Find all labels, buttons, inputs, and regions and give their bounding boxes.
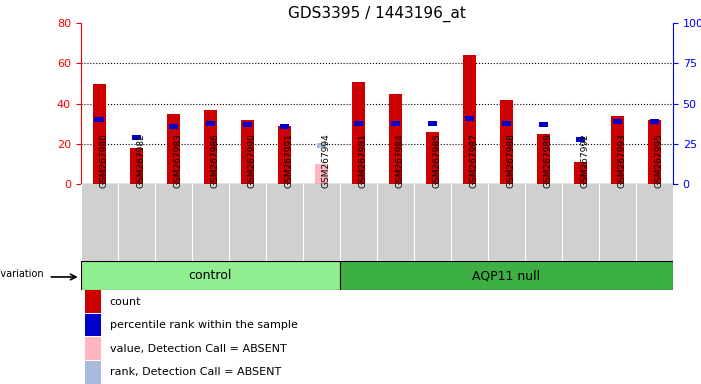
Bar	[85, 338, 102, 360]
Bar	[240, 120, 254, 184]
Bar	[574, 162, 587, 184]
Bar	[167, 114, 179, 184]
Bar	[315, 164, 328, 184]
Bar	[500, 100, 513, 184]
Bar	[81, 261, 340, 290]
Text: GSM267989: GSM267989	[543, 133, 552, 188]
Bar	[168, 124, 178, 129]
Text: AQP11 null: AQP11 null	[472, 269, 540, 282]
Bar	[463, 55, 476, 184]
Bar	[352, 81, 365, 184]
Bar	[353, 121, 363, 126]
Text: GSM267995: GSM267995	[655, 133, 663, 188]
Bar	[205, 121, 215, 126]
Bar	[648, 120, 661, 184]
Text: GSM267992: GSM267992	[580, 133, 590, 188]
Bar	[278, 126, 291, 184]
Text: genotype/variation: genotype/variation	[0, 269, 44, 279]
Bar	[132, 135, 141, 140]
Bar	[85, 314, 102, 336]
Bar	[576, 137, 585, 142]
Bar	[539, 122, 548, 127]
Text: GSM267993: GSM267993	[618, 133, 627, 188]
Bar	[650, 119, 659, 124]
Text: GSM267980: GSM267980	[99, 133, 108, 188]
Text: GSM267991: GSM267991	[284, 133, 293, 188]
Bar	[243, 122, 252, 127]
Bar	[340, 261, 673, 290]
Text: control: control	[189, 269, 232, 282]
Text: GSM267981: GSM267981	[358, 133, 367, 188]
Bar	[613, 119, 622, 124]
Bar	[204, 110, 217, 184]
Bar	[130, 148, 142, 184]
Text: GSM267986: GSM267986	[210, 133, 219, 188]
Text: count: count	[109, 297, 141, 307]
Bar	[85, 290, 102, 313]
Bar	[93, 84, 106, 184]
Text: GSM267987: GSM267987	[470, 133, 478, 188]
Bar	[390, 121, 400, 126]
Text: GSM267988: GSM267988	[506, 133, 515, 188]
Text: percentile rank within the sample: percentile rank within the sample	[109, 320, 297, 330]
Bar	[95, 117, 104, 122]
Text: GSM267982: GSM267982	[136, 133, 145, 188]
Text: GSM267983: GSM267983	[173, 133, 182, 188]
Text: GSM267990: GSM267990	[247, 133, 256, 188]
Bar	[426, 132, 439, 184]
Text: GSM267985: GSM267985	[433, 133, 442, 188]
Bar	[611, 116, 624, 184]
Bar	[389, 94, 402, 184]
Bar	[502, 121, 511, 126]
Bar	[317, 143, 326, 148]
Title: GDS3395 / 1443196_at: GDS3395 / 1443196_at	[288, 5, 465, 22]
Bar	[85, 361, 102, 384]
Text: rank, Detection Call = ABSENT: rank, Detection Call = ABSENT	[109, 367, 281, 377]
Text: GSM267994: GSM267994	[321, 133, 330, 188]
Text: value, Detection Call = ABSENT: value, Detection Call = ABSENT	[109, 344, 287, 354]
Bar	[428, 121, 437, 126]
Bar	[280, 124, 289, 129]
Text: GSM267984: GSM267984	[395, 133, 404, 188]
Bar	[537, 134, 550, 184]
Bar	[465, 116, 474, 121]
